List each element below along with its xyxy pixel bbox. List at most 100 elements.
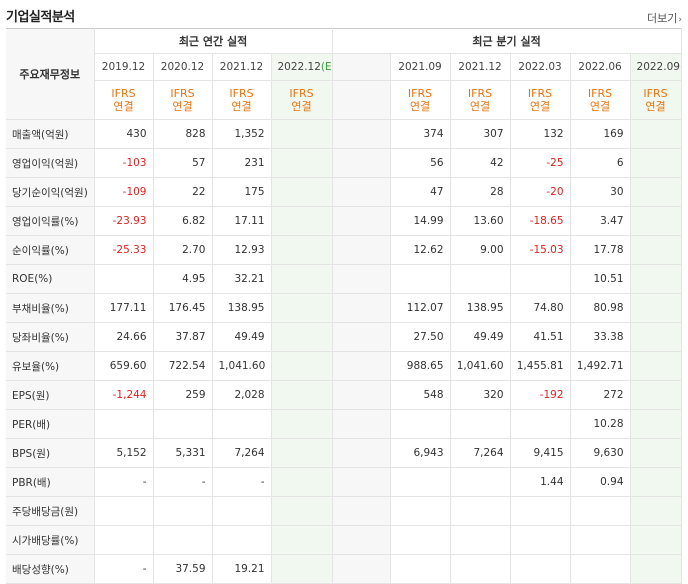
- row-header-label: 주요재무정보: [6, 28, 95, 120]
- section-title: 기업실적분석: [6, 10, 75, 25]
- table-row: 당좌비율(%) 24.66 37.87 49.49 27.50 49.49 41.51 33.…: [6, 322, 682, 352]
- period-label: 2022.09: [636, 61, 680, 73]
- annual-value-cell: 659.60: [94, 351, 154, 381]
- row-label: ROE(%): [6, 264, 95, 294]
- gap-cell: [332, 322, 391, 352]
- period-label: 2022.06: [578, 61, 622, 73]
- annual-value-cell: [94, 525, 154, 555]
- gap-cell: [332, 554, 391, 584]
- quarter-value-cell: [570, 554, 631, 584]
- annual-value-cell: [271, 380, 333, 410]
- annual-value-cell: [271, 351, 333, 381]
- quarter-value-cell: 0.94: [570, 467, 631, 497]
- ifrs-header: IFRS 연결: [630, 80, 682, 120]
- annual-value-cell: [271, 525, 333, 555]
- annual-value-cell: -1,244: [94, 380, 154, 410]
- ifrs-label: IFRS: [527, 87, 553, 100]
- annual-value-cell: -: [212, 467, 272, 497]
- annual-value-cell: [212, 525, 272, 555]
- quarter-value-cell: 49.49: [450, 322, 511, 352]
- annual-group-header: 최근 연간 실적: [94, 28, 333, 54]
- table-row: PER(배) 10.28: [6, 409, 682, 439]
- annual-value-cell: 138.95: [212, 293, 272, 323]
- quarter-value-cell: 320: [450, 380, 511, 410]
- table-row: PBR(배) - - -1.44 0.94: [6, 467, 682, 497]
- row-label: 매출액(억원): [6, 119, 95, 149]
- table-row: 매출액(억원) 430 828 1,352 374 307 132 169: [6, 119, 682, 149]
- annual-value-cell: [271, 235, 333, 265]
- row-label: 당좌비율(%): [6, 322, 95, 352]
- quarter-value-cell: -18.65: [510, 206, 571, 236]
- period-label: 2020.12: [160, 61, 205, 73]
- gap-cell: [332, 467, 391, 497]
- consolidated-label: 연결: [231, 100, 252, 113]
- quarter-value-cell: 548: [390, 380, 451, 410]
- quarter-value-cell: 12.62: [390, 235, 451, 265]
- table-row: ROE(%) 4.95 32.21 10.51: [6, 264, 682, 294]
- ifrs-header: IFRS 연결: [450, 80, 511, 120]
- quarter-value-cell: 1,041.60: [450, 351, 511, 381]
- quarter-value-cell: 6,943: [390, 438, 451, 468]
- period-header: 2020.12: [153, 53, 213, 81]
- quarter-value-cell: [450, 496, 511, 526]
- row-label: 시가배당률(%): [6, 525, 95, 555]
- row-label: PER(배): [6, 409, 95, 439]
- quarter-value-cell: [630, 119, 682, 149]
- gap-cell: [332, 53, 391, 81]
- annual-value-cell: [271, 467, 333, 497]
- annual-value-cell: [271, 177, 333, 207]
- quarter-value-cell: [450, 525, 511, 555]
- quarter-value-cell: 10.28: [570, 409, 631, 439]
- annual-value-cell: [271, 119, 333, 149]
- period-header: 2022.12(E): [271, 53, 333, 81]
- table-row: 부채비율(%) 177.11 176.45 138.95 112.07 138.95 74.…: [6, 293, 682, 323]
- period-label: 2021.12: [458, 61, 502, 73]
- annual-value-cell: -103: [94, 148, 154, 178]
- annual-value-cell: 37.87: [153, 322, 213, 352]
- period-label: 2021.12: [219, 61, 264, 73]
- quarter-value-cell: [510, 409, 571, 439]
- annual-value-cell: [271, 148, 333, 178]
- annual-value-cell: -: [153, 467, 213, 497]
- table-row: 배당성향(%) -37.59 19.21: [6, 554, 682, 584]
- table-row: 영업이익률(%) -23.93 6.82 17.11 14.99 13.60 -18.65 3…: [6, 206, 682, 236]
- annual-value-cell: 175: [212, 177, 272, 207]
- quarter-value-cell: 9,630: [570, 438, 631, 468]
- quarter-value-cell: 56: [390, 148, 451, 178]
- table-row: 시가배당률(%): [6, 525, 682, 555]
- annual-value-cell: [271, 496, 333, 526]
- annual-value-cell: 430: [94, 119, 154, 149]
- annual-value-cell: 176.45: [153, 293, 213, 323]
- period-header: 2021.09: [390, 53, 451, 81]
- quarter-value-cell: 33.38: [570, 322, 631, 352]
- quarter-value-cell: 3.47: [570, 206, 631, 236]
- more-link[interactable]: 더보기›: [647, 10, 682, 26]
- quarter-value-cell: [630, 496, 682, 526]
- period-label: 2022.03: [518, 61, 562, 73]
- gap-cell: [332, 148, 391, 178]
- consolidated-label: 연결: [645, 100, 666, 113]
- quarter-value-cell: 1,455.81: [510, 351, 571, 381]
- quarter-value-cell: [630, 293, 682, 323]
- ifrs-header: IFRS 연결: [510, 80, 571, 120]
- consolidated-label: 연결: [172, 100, 193, 113]
- annual-value-cell: 1,041.60: [212, 351, 272, 381]
- quarter-value-cell: [510, 264, 571, 294]
- row-label: 영업이익률(%): [6, 206, 95, 236]
- quarter-group-header: 최근 분기 실적: [332, 28, 682, 54]
- quarter-value-cell: 80.98: [570, 293, 631, 323]
- estimate-mark: (E): [680, 61, 681, 73]
- ifrs-header: IFRS 연결: [570, 80, 631, 120]
- period-header: 2022.06: [570, 53, 631, 81]
- annual-value-cell: [271, 438, 333, 468]
- chevron-right-icon: ›: [678, 15, 682, 25]
- annual-value-cell: 12.93: [212, 235, 272, 265]
- annual-value-cell: [153, 496, 213, 526]
- table-row: 유보율(%) 659.60 722.54 1,041.60 988.65 1,041.60…: [6, 351, 682, 381]
- ifrs-label: IFRS: [229, 87, 254, 100]
- row-label: 부채비율(%): [6, 293, 95, 323]
- period-label: 2022.12: [277, 61, 321, 73]
- consolidated-label: 연결: [469, 100, 491, 113]
- quarter-value-cell: [390, 554, 451, 584]
- quarter-value-cell: [450, 409, 511, 439]
